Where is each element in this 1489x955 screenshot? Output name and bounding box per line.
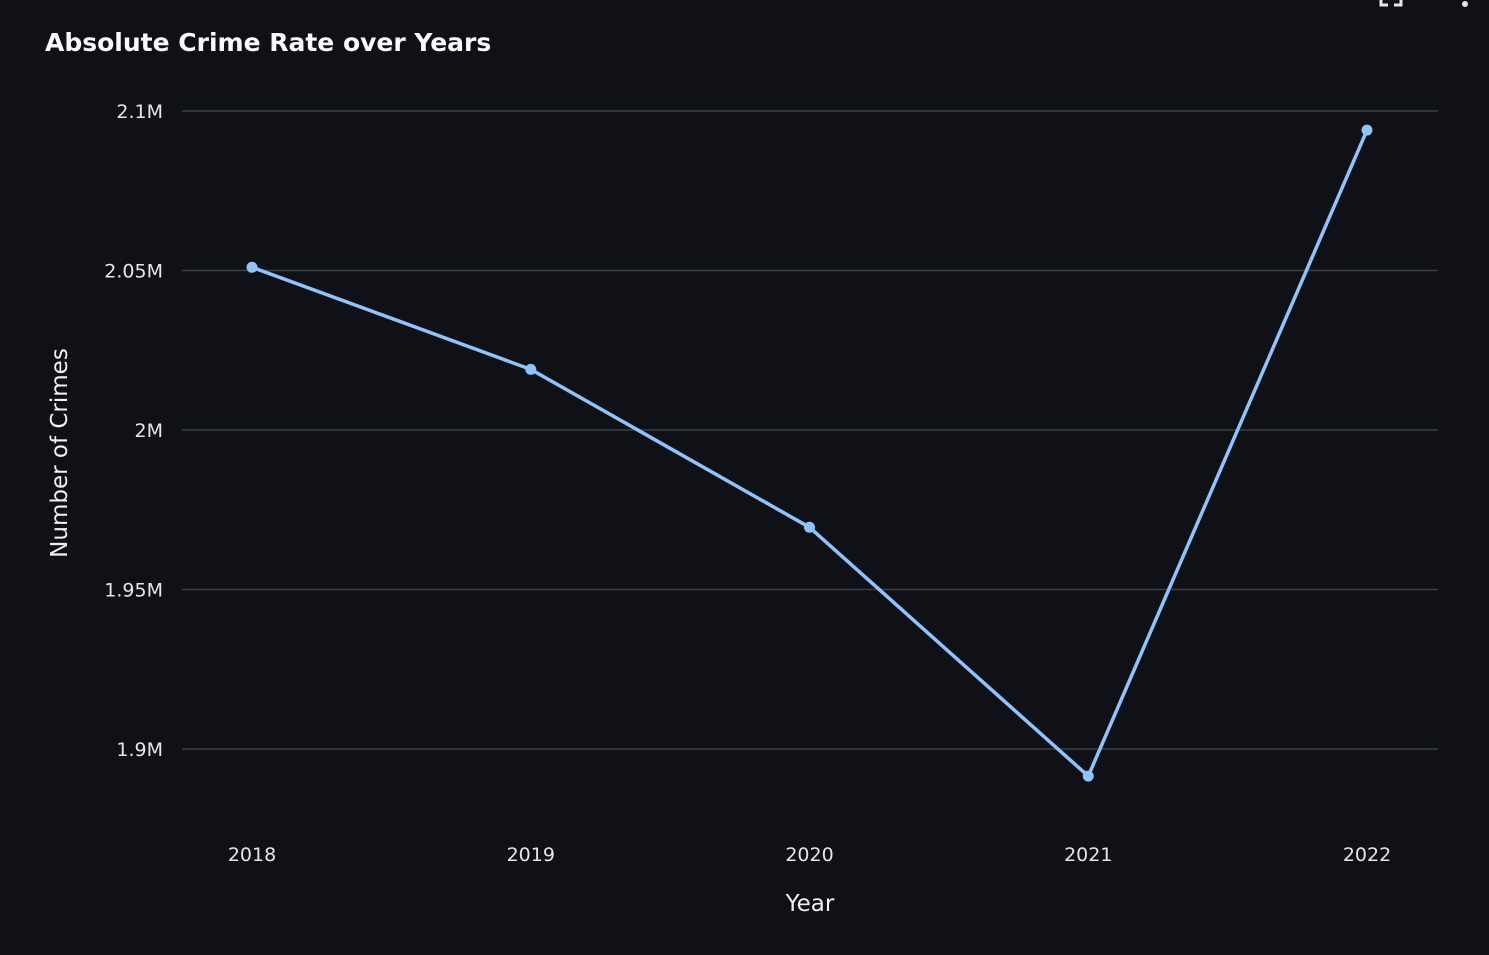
fullscreen-icon[interactable] <box>1376 0 1406 10</box>
chart-title: Absolute Crime Rate over Years <box>45 28 492 57</box>
x-axis-ticks: 2018 2019 2020 2021 2022 <box>228 844 1391 866</box>
data-point[interactable] <box>246 261 258 273</box>
gridlines <box>182 110 1438 750</box>
x-tick-label: 2018 <box>228 844 276 866</box>
data-point[interactable] <box>1082 770 1094 782</box>
x-tick-label: 2019 <box>507 844 555 866</box>
y-tick-label: 1.95M <box>104 580 163 602</box>
y-tick-label: 2M <box>135 420 163 442</box>
data-point[interactable] <box>1361 124 1373 136</box>
more-options-icon[interactable] <box>1450 0 1480 10</box>
y-axis-ticks: 2.1M 2.05M 2M 1.95M 1.9M <box>104 101 163 761</box>
data-point[interactable] <box>525 363 537 375</box>
data-point[interactable] <box>804 521 815 533</box>
y-tick-label: 1.9M <box>116 739 163 761</box>
series-layer <box>246 124 1373 782</box>
y-axis-label: Number of Crimes <box>47 348 73 558</box>
y-tick-label: 2.05M <box>104 261 163 283</box>
x-axis-label: Year <box>785 891 835 917</box>
series-line <box>251 129 1369 778</box>
x-tick-label: 2021 <box>1064 844 1112 866</box>
y-tick-label: 2.1M <box>116 101 163 123</box>
x-tick-label: 2022 <box>1343 844 1391 866</box>
x-tick-label: 2020 <box>785 844 833 866</box>
